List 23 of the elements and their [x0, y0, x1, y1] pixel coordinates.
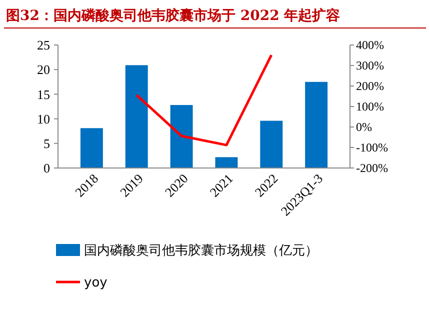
y-tick-label: 15: [37, 86, 50, 102]
bar: [80, 128, 103, 168]
y2-tick-label: -100%: [356, 140, 388, 155]
y-tick-label: 0: [44, 160, 50, 176]
y2-tick-label: 300%: [356, 58, 384, 73]
legend-label: 国内磷酸奥司他韦胶囊市场规模（亿元）: [84, 244, 318, 259]
y-tick-label: 20: [37, 62, 50, 78]
y2-tick-label: -200%: [356, 161, 388, 176]
bar: [305, 82, 328, 168]
y2-tick-label: 400%: [356, 38, 384, 52]
bar: [215, 157, 238, 168]
y2-tick-label: 0%: [356, 120, 372, 134]
bar: [260, 120, 283, 168]
bar: [125, 65, 148, 168]
y2-tick-label: 100%: [356, 100, 384, 114]
chart-title: 图32：国内磷酸奥司他韦胶囊市场于 2022 年起扩容: [6, 7, 340, 24]
legend-label: yoy: [84, 276, 108, 291]
y-tick-label: 10: [37, 111, 50, 126]
line-series: [135, 54, 273, 146]
y2-tick-label: 200%: [356, 79, 384, 94]
y-tick-label: 5: [44, 136, 50, 151]
y-tick-label: 25: [37, 38, 50, 53]
bar: [170, 105, 193, 168]
